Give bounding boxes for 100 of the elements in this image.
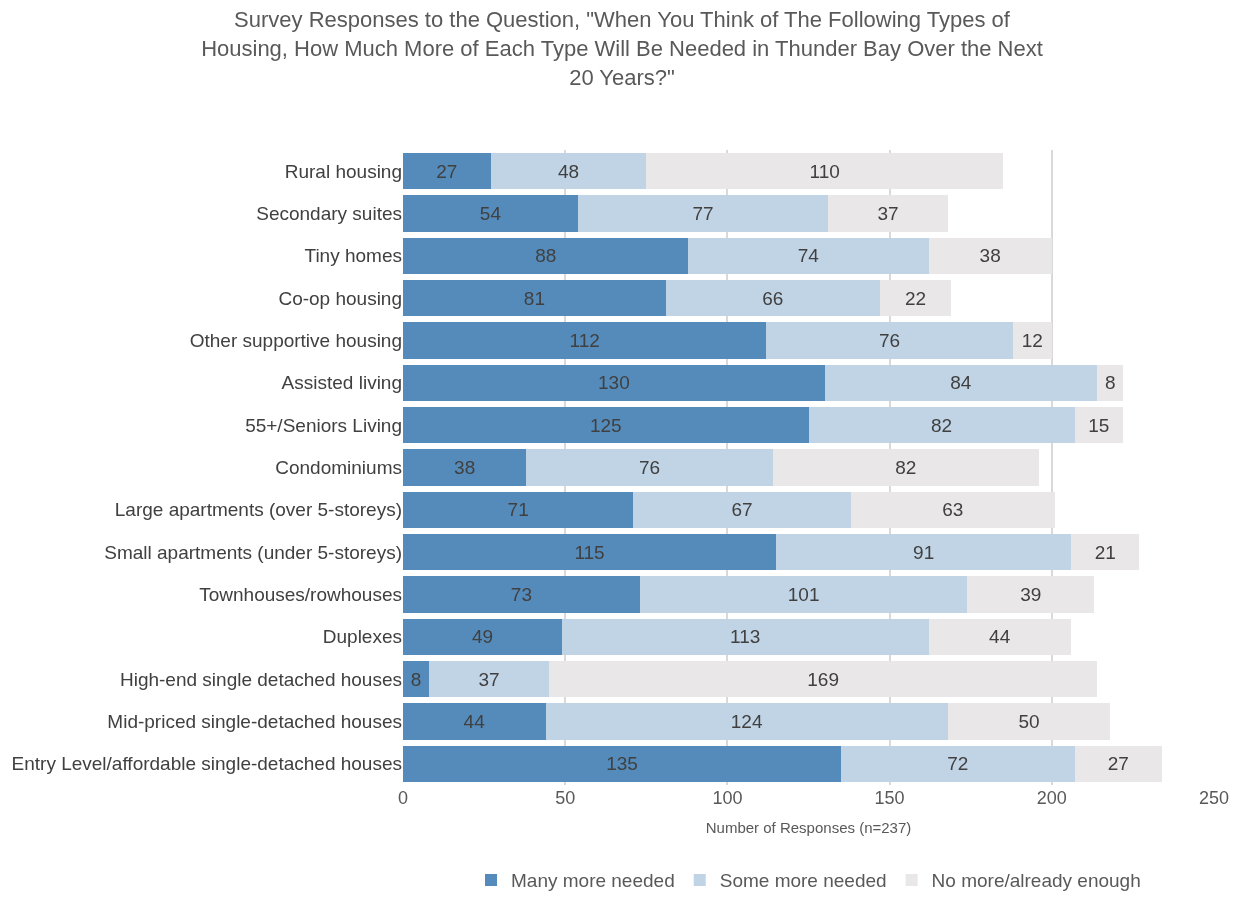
data-label: 115 [574,541,605,563]
data-label: 8 [410,668,422,690]
bar [947,703,1111,740]
data-label: 27 [436,160,458,182]
data-label: 38 [979,245,1001,267]
bar [1012,322,1052,359]
y-tick-label: Secondary suites [256,203,402,225]
y-tick-label: Assisted living [281,372,402,394]
y-tick-label: 55+/Seniors Living [245,414,402,436]
bar [772,449,1039,486]
bar [928,237,1052,275]
y-tick-label: Tiny homes [304,245,402,267]
bar [776,533,1072,571]
bar [840,745,1075,783]
data-label: 37 [877,203,899,224]
data-label: 110 [809,160,840,182]
data-label: 81 [523,287,545,309]
data-label: 15 [1088,414,1110,436]
data-label: 91 [913,541,935,563]
bar [1074,745,1163,783]
data-label: 67 [731,499,753,521]
y-tick-label: Duplexes [322,626,402,648]
bar [928,618,1072,656]
y-tick-label: Townhouses/rowhouses [199,584,402,606]
data-label: 44 [989,626,1011,648]
data-label: 113 [730,626,761,648]
bar [428,660,549,698]
legend-label: Many more needed [511,870,675,892]
x-tick-label: 200 [1036,788,1067,808]
y-tick-label: Small apartments (under 5-storeys) [104,541,402,563]
data-label: 125 [589,414,622,436]
bar [403,533,777,571]
data-label: 38 [454,457,476,478]
bar [688,237,929,275]
data-label: 84 [950,372,972,394]
data-label: 72 [947,753,969,775]
data-label: 8 [1104,372,1116,394]
y-tick-label: Co-op housing [278,287,402,309]
data-label: 73 [510,584,532,605]
x-axis-title: Number of Responses (n=237) [705,819,912,836]
bar [403,195,579,232]
bar [403,322,767,359]
y-tick-label: Other supportive housing [189,330,402,352]
bar [850,491,1056,529]
data-label: 124 [730,711,763,732]
bar [548,660,1098,698]
bar [403,364,825,402]
data-label: 76 [879,330,901,351]
bar [403,491,634,529]
data-label: 39 [1020,584,1042,605]
data-label: 112 [569,330,600,351]
bar [403,449,527,486]
bar [545,703,948,740]
bar [403,237,689,275]
data-label: 49 [471,626,494,648]
data-label: 44 [463,711,486,732]
data-label: 101 [787,584,820,605]
bar [561,618,929,656]
bar [633,491,851,529]
data-label: 82 [895,457,917,478]
bar [578,195,828,232]
data-label: 21 [1094,541,1116,563]
data-label: 63 [942,499,964,521]
x-tick-label: 150 [874,788,905,808]
legend-label: No more/already enough [931,870,1141,892]
data-label: 74 [797,245,820,267]
bar [967,576,1094,613]
data-label: 135 [606,753,638,775]
data-label: 88 [535,245,557,267]
data-label: 77 [692,203,714,224]
data-label: 82 [930,414,953,436]
bar [1074,406,1124,444]
x-tick-label: 100 [712,788,743,808]
y-tick-label: Mid-priced single-detached houses [107,711,402,733]
bar [403,152,491,190]
bar [879,279,952,317]
bar [403,576,640,613]
data-label: 37 [478,668,500,690]
legend-label: Some more needed [719,870,887,892]
y-tick-label: Entry Level/affordable single-detached houses [11,753,402,775]
bar [646,152,1004,190]
bar [808,406,1075,444]
data-label: 12 [1021,330,1043,351]
y-tick-label: Large apartments (over 5-storeys) [114,499,402,521]
bar [403,618,562,656]
data-label: 54 [479,203,502,224]
y-tick-label: Rural housing [284,160,402,182]
data-label: 71 [507,499,529,521]
bar [403,745,841,783]
x-tick-label: 250 [1198,788,1230,808]
data-label: 130 [598,372,630,394]
data-label: 66 [762,287,784,309]
bar [639,576,968,613]
bar [403,279,666,317]
y-tick-label: Condominiums [275,457,402,479]
bar [526,449,773,486]
bar [403,406,809,444]
chart-title: Survey Responses to the Question, "When You Think of The Following Types of Housing, How Much More of Each Type Will Be Needed in Thunder Bay Over the Next 20 Years?" [201,7,1043,90]
bar [665,279,880,317]
bar [766,322,1013,359]
